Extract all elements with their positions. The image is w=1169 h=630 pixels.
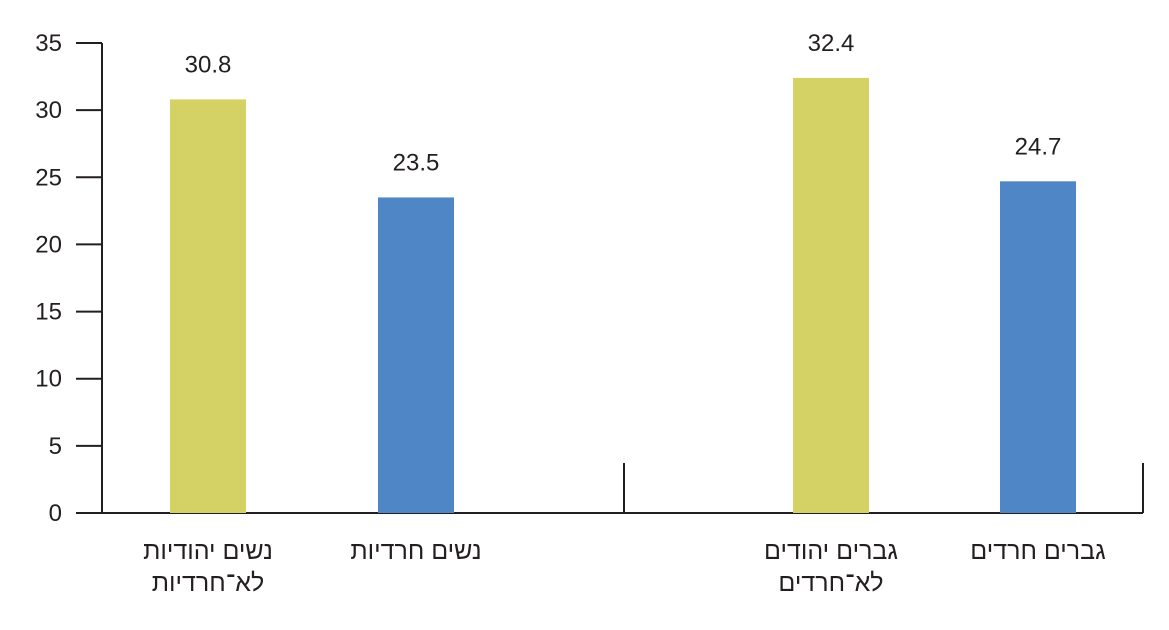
- bar: [793, 77, 869, 514]
- data-label: 30.8: [185, 51, 232, 78]
- bar: [170, 99, 246, 514]
- category-label: לא־חרדיות: [152, 569, 264, 597]
- bar: [1000, 181, 1076, 514]
- y-tick-label: 25: [35, 164, 62, 191]
- y-tick-label: 5: [49, 433, 62, 460]
- y-tick-label: 0: [49, 500, 62, 527]
- data-label: 32.4: [808, 30, 855, 57]
- category-label: גברים יהודים: [764, 537, 898, 565]
- data-label: 23.5: [393, 149, 440, 176]
- y-tick-label: 15: [35, 299, 62, 326]
- category-label: גברים חרדים: [970, 537, 1105, 565]
- data-label: 24.7: [1015, 133, 1062, 160]
- category-label: לא־חרדים: [778, 569, 883, 597]
- y-tick-label: 10: [35, 366, 62, 393]
- bar: [378, 197, 454, 513]
- y-tick-label: 30: [35, 97, 62, 124]
- category-label: נשים חרדיות: [350, 537, 481, 565]
- y-tick-label: 35: [35, 30, 62, 57]
- y-tick-label: 20: [35, 231, 62, 258]
- category-label: נשים יהודיות: [143, 537, 273, 565]
